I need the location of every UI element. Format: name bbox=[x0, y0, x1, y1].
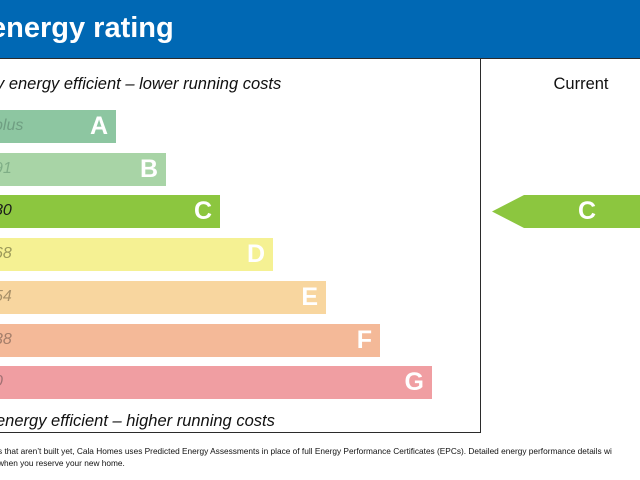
band-letter: B bbox=[139, 155, 158, 183]
band-letter: C bbox=[193, 197, 212, 225]
band-c: 80 C bbox=[0, 195, 220, 228]
efficient-label: y energy efficient – lower running costs bbox=[0, 75, 282, 93]
band-letter: E bbox=[301, 283, 318, 311]
page-title: energy rating bbox=[0, 12, 174, 44]
inefficient-label: energy efficient – higher running costs bbox=[0, 412, 275, 430]
band-range-label: 91 bbox=[0, 160, 12, 177]
current-rating-letter: C bbox=[578, 197, 597, 225]
band-letter: D bbox=[246, 240, 265, 268]
band-b: 91 B bbox=[0, 153, 166, 186]
band-range-label: 38 bbox=[0, 331, 12, 348]
band-e: 54 E bbox=[0, 281, 326, 314]
current-rating-arrow: C bbox=[492, 195, 640, 228]
band-letter: G bbox=[404, 368, 424, 396]
band-f: 38 F bbox=[0, 324, 380, 357]
frame-top-line bbox=[0, 58, 640, 59]
band-g: 0G bbox=[0, 366, 432, 399]
current-column-header: Current bbox=[553, 75, 609, 93]
footnote: s that aren’t built yet, Cala Homes uses… bbox=[0, 445, 640, 469]
footnote-line-2: when you reserve your new home. bbox=[0, 458, 125, 468]
band-letter: F bbox=[356, 326, 372, 354]
footnote-line-1: s that aren’t built yet, Cala Homes uses… bbox=[0, 446, 612, 456]
band-range-label: plus bbox=[0, 117, 24, 134]
header-bar: energy rating bbox=[0, 0, 640, 58]
band-range-label: 80 bbox=[0, 202, 12, 219]
band-range-label: 68 bbox=[0, 245, 12, 262]
column-divider bbox=[480, 58, 481, 432]
frame-bottom-line bbox=[0, 432, 481, 433]
current-arrow-shape bbox=[492, 195, 640, 228]
band-letter: A bbox=[89, 112, 108, 140]
band-d: 68 D bbox=[0, 238, 273, 271]
band-range-label: 54 bbox=[0, 288, 12, 305]
band-a: plus A bbox=[0, 110, 116, 143]
band-range-label: 0 bbox=[0, 373, 3, 391]
